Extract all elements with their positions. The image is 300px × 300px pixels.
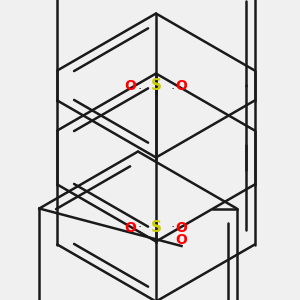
Text: :: : xyxy=(170,79,175,92)
Text: O: O xyxy=(124,79,136,92)
Text: O: O xyxy=(176,233,188,247)
Text: S: S xyxy=(151,78,161,93)
Text: S: S xyxy=(151,220,161,236)
Text: O: O xyxy=(176,79,188,92)
Text: O: O xyxy=(124,221,136,235)
Text: O: O xyxy=(176,221,188,235)
Text: :: : xyxy=(137,221,142,235)
Text: :: : xyxy=(170,221,175,235)
Text: :: : xyxy=(137,79,142,92)
